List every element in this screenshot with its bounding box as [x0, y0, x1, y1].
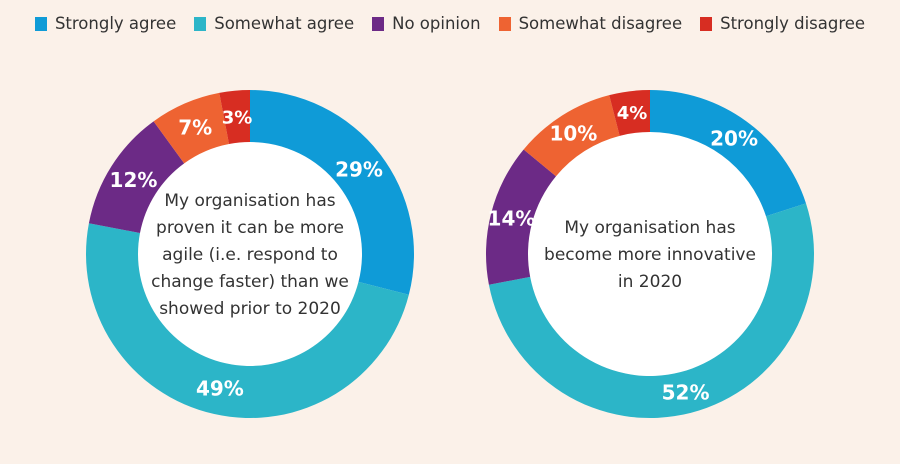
donut-segment-no-opinion: [485, 149, 556, 285]
donut-segment-strongly-agree: [650, 90, 806, 217]
legend-swatch: [194, 16, 207, 31]
data-label: 12%: [110, 168, 158, 192]
legend-label: Strongly agree: [54, 14, 177, 33]
data-label: 29%: [335, 157, 383, 181]
center-caption-line: My organisation has: [564, 218, 735, 238]
donut-chart-1: 29% 49% 12% 7% 3% My organisation has proven i…: [86, 90, 414, 418]
legend-item-no-opinion: No opinion: [372, 14, 481, 33]
donut-segment-strongly-disagree: [609, 90, 650, 136]
legend-swatch: [34, 16, 47, 31]
center-caption-line: showed prior to 2020: [159, 299, 341, 319]
center-caption-line: proven it can be more: [156, 218, 344, 238]
data-label: 20%: [710, 126, 758, 150]
center-caption-line: become more innovative: [544, 245, 756, 265]
donut-hole: [528, 132, 772, 376]
donut-segment-strongly-disagree: [219, 90, 250, 144]
donut-segment-somewhat-disagree: [523, 95, 620, 177]
donut-segment-no-opinion: [88, 121, 185, 234]
legend-item-strongly-agree: Strongly agree: [34, 14, 177, 33]
donut-segment-somewhat-agree: [86, 223, 409, 418]
center-caption-line: agile (i.e. respond to: [162, 245, 338, 265]
data-label: 10%: [549, 121, 597, 145]
donut-segment-somewhat-agree: [488, 203, 814, 418]
legend-label: No opinion: [392, 14, 481, 33]
data-label: 49%: [196, 377, 244, 401]
data-label: 14%: [488, 206, 536, 230]
legend-swatch: [700, 16, 713, 31]
legend-swatch: [372, 16, 385, 31]
center-caption-line: My organisation has: [164, 191, 335, 211]
legend-label: Somewhat agree: [214, 14, 355, 33]
legend-item-somewhat-agree: Somewhat agree: [194, 14, 354, 33]
data-label: 52%: [662, 381, 710, 405]
donut-chart-2: 20% 52% 14% 10% 4% My organisation has become …: [485, 90, 814, 418]
legend-item-somewhat-disagree: Somewhat disagree: [498, 14, 683, 33]
legend-label: Strongly disagree: [720, 14, 866, 33]
legend-item-strongly-disagree: Strongly disagree: [700, 14, 865, 33]
center-caption-line: change faster) than we: [151, 272, 349, 292]
legend-label: Somewhat disagree: [518, 14, 683, 33]
donut-hole: [138, 142, 362, 366]
data-label: 3%: [222, 108, 253, 129]
chart-legend: Strongly agree Somewhat agree No opinion…: [0, 14, 900, 33]
donut-segment-somewhat-disagree: [153, 92, 230, 164]
donut-segment-strongly-agree: [250, 90, 414, 295]
legend-swatch: [498, 16, 511, 31]
center-caption-line: in 2020: [618, 272, 682, 292]
data-label: 7%: [178, 115, 212, 139]
data-label: 4%: [617, 103, 648, 124]
